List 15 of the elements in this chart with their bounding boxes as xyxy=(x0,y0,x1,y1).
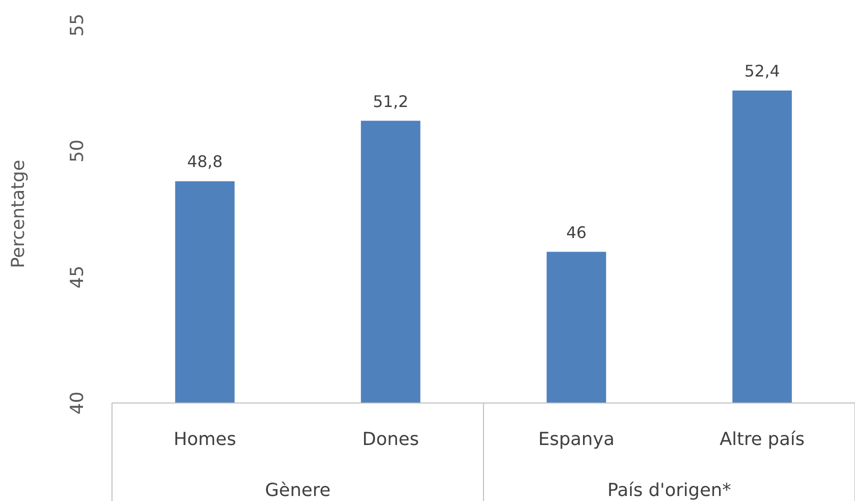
data-label: 46 xyxy=(566,222,587,242)
x-tick-label: Altre país xyxy=(720,429,805,450)
text: Gènere xyxy=(264,480,331,501)
data-label: 52,4 xyxy=(744,62,780,81)
y-tick-label: 50 xyxy=(67,140,88,162)
y-tick-label: 55 xyxy=(67,14,88,36)
x-tick-label: Dones xyxy=(362,429,419,450)
data-label: 51,2 xyxy=(372,92,408,111)
x-tick-label: Espanya xyxy=(538,429,615,450)
y-tick-label: 45 xyxy=(67,266,88,288)
y-axis-title: Percentatge xyxy=(8,160,29,268)
text: País d'origen* xyxy=(607,480,732,501)
y-tick-label: 40 xyxy=(67,392,88,414)
x-tick-label: Homes xyxy=(174,429,236,450)
data-label: 48,8 xyxy=(187,152,223,172)
